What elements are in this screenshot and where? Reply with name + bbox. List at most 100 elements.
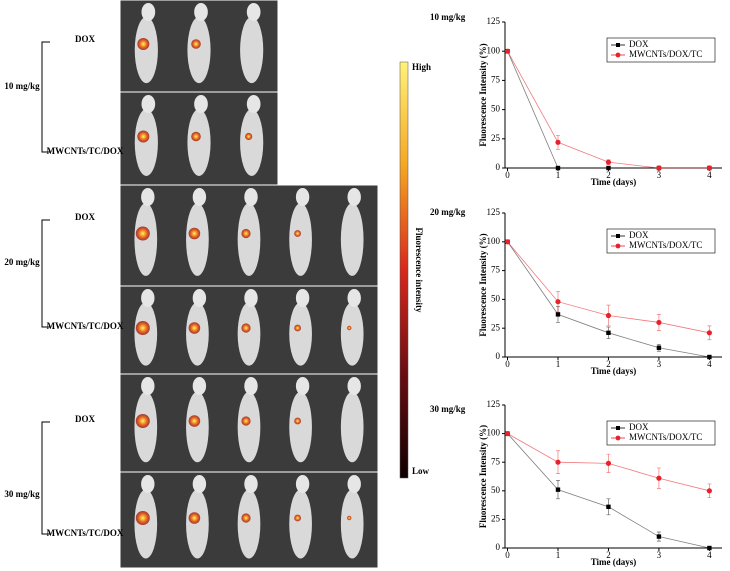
data-point — [706, 330, 712, 336]
colorbar — [399, 61, 409, 479]
data-point — [504, 239, 511, 245]
signal-spot — [135, 321, 150, 335]
data-point — [555, 487, 561, 492]
signal-spot — [294, 514, 301, 522]
mouse — [134, 109, 158, 176]
chart-title: 30 mg/kg — [430, 404, 466, 414]
legend-marker — [615, 52, 621, 58]
mouse-head — [347, 188, 361, 206]
signal-spot — [294, 230, 301, 237]
data-point — [605, 159, 612, 165]
signal-spot — [245, 132, 253, 141]
chart-title: 10 mg/kg — [430, 12, 466, 22]
data-point — [555, 459, 561, 465]
x-tick-label: 0 — [505, 170, 510, 180]
signal-spot — [137, 38, 150, 50]
mouse-head — [246, 3, 261, 21]
mouse-head — [141, 289, 155, 307]
row-label: MWCNTs/TC/DOX — [47, 146, 124, 156]
x-tick-label: 0 — [505, 359, 510, 369]
x-tick-label: 3 — [657, 359, 662, 369]
mouse — [134, 16, 158, 84]
bracket — [41, 219, 50, 328]
mouse-head — [244, 188, 258, 206]
series-line — [507, 51, 710, 169]
data-point — [656, 319, 662, 326]
signal-spot — [294, 324, 301, 332]
mouse-head — [192, 475, 207, 493]
x-axis-label: Time (days) — [591, 557, 637, 567]
mouse — [240, 16, 264, 84]
y-axis-label: Fluorescence Intensity (%) — [478, 43, 488, 146]
signal-spot — [241, 513, 251, 523]
colorbar-low: Low — [412, 466, 430, 476]
y-tick-label: 100 — [487, 236, 501, 246]
legend-label: DOX — [629, 39, 649, 49]
signal-spot — [241, 323, 251, 333]
data-point — [656, 345, 662, 350]
y-tick-label: 125 — [487, 16, 501, 26]
dose-label: 10 mg/kg — [4, 81, 40, 91]
mouse — [237, 302, 261, 366]
mouse-head — [244, 377, 258, 395]
colorbar-label: Fluorescence intensity — [414, 227, 424, 313]
y-axis-label: Fluorescence Intensity (%) — [478, 233, 488, 336]
signal-spot — [188, 415, 201, 427]
y-tick-label: 75 — [491, 456, 501, 466]
mouse-head — [194, 3, 208, 21]
row-label: DOX — [75, 414, 96, 424]
y-tick-label: 100 — [487, 428, 501, 438]
series-line — [507, 51, 710, 169]
data-point — [707, 354, 712, 360]
signal-spot — [188, 227, 201, 240]
mouse — [240, 109, 264, 176]
signal-spot — [241, 416, 251, 426]
data-point — [605, 312, 612, 319]
bracket — [41, 421, 50, 535]
legend-label: MWCNTs/DOX/TC — [629, 49, 702, 59]
x-axis-label: Time (days) — [591, 177, 637, 187]
data-point — [504, 48, 511, 54]
data-point — [504, 431, 511, 437]
legend-label: DOX — [629, 230, 649, 240]
mouse-head — [192, 289, 207, 307]
mouse-head — [244, 289, 258, 307]
signal-spot — [294, 417, 301, 425]
y-tick-label: 0 — [496, 162, 501, 172]
dose-label: 20 mg/kg — [4, 257, 40, 267]
mouse — [187, 109, 211, 176]
x-tick-label: 2 — [606, 359, 611, 369]
signal-spot — [188, 512, 201, 524]
x-tick-label: 4 — [707, 170, 712, 180]
x-tick-label: 4 — [707, 359, 712, 369]
legend-label: MWCNTs/DOX/TC — [629, 240, 702, 250]
signal-spot — [137, 130, 150, 143]
x-tick-label: 3 — [657, 550, 662, 560]
y-tick-label: 25 — [491, 513, 501, 523]
data-point — [606, 330, 611, 336]
mouse-head — [192, 188, 207, 206]
x-tick-label: 1 — [556, 170, 561, 180]
mouse — [289, 302, 312, 366]
y-tick-label: 75 — [491, 265, 501, 275]
x-tick-label: 1 — [556, 359, 561, 369]
mouse — [186, 391, 209, 463]
colorbar-high: High — [412, 62, 431, 72]
data-point — [605, 460, 612, 466]
data-point — [706, 488, 712, 494]
signal-spot — [135, 511, 150, 525]
signal-spot — [135, 414, 150, 428]
mouse — [340, 489, 364, 559]
data-point — [706, 165, 712, 171]
mouse-head — [246, 95, 261, 113]
mouse — [289, 489, 312, 559]
legend-label: MWCNTs/DOX/TC — [629, 432, 702, 442]
mouse-head — [347, 377, 361, 395]
mouse-head — [192, 377, 207, 395]
signal-spot — [347, 325, 352, 331]
data-point — [555, 299, 561, 305]
signal-spot — [188, 322, 201, 334]
data-point — [606, 165, 611, 171]
mouse-head — [295, 475, 310, 493]
y-axis-label: Fluorescence Intensity (%) — [478, 425, 488, 528]
